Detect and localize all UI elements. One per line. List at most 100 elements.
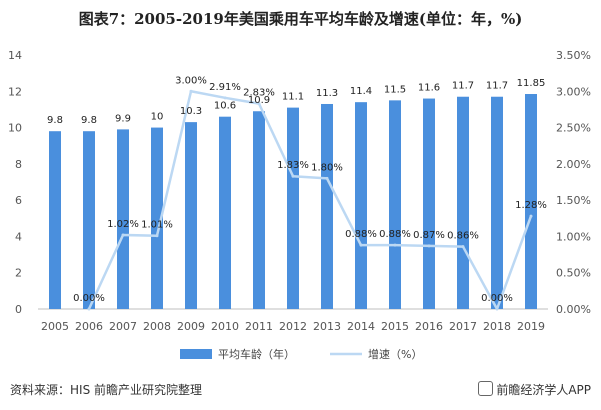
left-axis-tick: 10 [8, 122, 22, 135]
right-axis-tick: 0.50% [556, 267, 591, 280]
line-data-label: 0.86% [447, 231, 479, 242]
bar [117, 129, 129, 309]
line-data-label: 1.28% [515, 200, 547, 211]
x-axis-ticks: 2005 2006 2007 2008 2009 2010 2011 2012 2013 2014… [41, 320, 545, 333]
line-data-label: 0.88% [345, 229, 377, 240]
right-axis-tick: 1.00% [556, 230, 591, 243]
legend-swatch-bar [180, 349, 212, 359]
legend: 平均车龄（年） 增速（%） [180, 347, 422, 361]
line-data-label: 2.91% [209, 82, 241, 93]
x-axis-tick: 2005 [41, 320, 69, 333]
bar [525, 94, 537, 309]
x-axis-tick: 2014 [347, 320, 375, 333]
bar [185, 122, 197, 309]
bar-data-labels: 9.8 9.8 9.9 10 10.3 10.6 10.9 11.1 11.3 11.4 11.5 1… [47, 78, 545, 126]
right-axis-tick: 2.50% [556, 122, 591, 135]
bar-data-label: 11.3 [316, 88, 338, 99]
x-axis-tick: 2019 [517, 320, 545, 333]
right-axis-tick: 2.00% [556, 158, 591, 171]
right-axis-tick: 0.00% [556, 303, 591, 316]
line-data-label: 0.88% [379, 229, 411, 240]
bar-data-label: 11.6 [418, 83, 440, 94]
line-point [529, 214, 533, 218]
left-axis: 0 2 4 6 8 10 12 14 [8, 49, 22, 316]
line-point [155, 234, 159, 238]
chart-title: 图表7：2005-2019年美国乘用车平均车龄及增速(单位：年，%) [78, 10, 523, 28]
bar-data-label: 11.4 [350, 86, 372, 97]
right-axis-tick: 3.00% [556, 85, 591, 98]
x-axis-tick: 2008 [143, 320, 171, 333]
right-axis-tick: 3.50% [556, 49, 591, 62]
left-axis-tick: 8 [15, 158, 22, 171]
brand-text: 前瞻经济学人APP [496, 383, 591, 397]
line-point [189, 89, 193, 93]
line-point [291, 174, 295, 178]
x-axis-tick: 2012 [279, 320, 307, 333]
line-point [427, 244, 431, 248]
line-data-label: 1.83% [277, 160, 309, 171]
line-data-label: 2.83% [243, 88, 275, 99]
line-point [359, 243, 363, 247]
x-axis-tick: 2010 [211, 320, 239, 333]
x-axis-tick: 2009 [177, 320, 205, 333]
bar [83, 131, 95, 309]
bar [49, 131, 61, 309]
bar-data-label: 11.7 [452, 81, 474, 92]
bar [151, 127, 163, 309]
bar-data-label: 9.8 [47, 115, 63, 126]
x-axis-tick: 2011 [245, 320, 273, 333]
bar-data-label: 9.9 [115, 113, 131, 124]
bar-data-label: 11.1 [282, 92, 304, 103]
line-point [87, 307, 91, 311]
x-axis-tick: 2018 [483, 320, 511, 333]
x-axis-tick: 2013 [313, 320, 341, 333]
brand-label: 前瞻经济学人APP [478, 381, 591, 398]
bar-data-label: 10.6 [214, 101, 236, 112]
bar-data-label: 10.9 [248, 95, 270, 106]
line-data-label: 0.00% [481, 293, 513, 304]
line-point [495, 307, 499, 311]
bar [355, 102, 367, 310]
line-data-label: 1.80% [311, 162, 343, 173]
x-axis-tick: 2006 [75, 320, 103, 333]
bar [423, 98, 435, 310]
bar-data-label: 10.3 [180, 106, 202, 117]
line-data-label: 0.00% [73, 293, 105, 304]
right-axis: 0.00% 0.50% 1.00% 1.50% 2.00% 2.50% 3.00% 3.50% [556, 49, 591, 316]
bar-data-label: 11.5 [384, 84, 406, 95]
x-axis-tick: 2007 [109, 320, 137, 333]
line-data-label: 1.01% [141, 220, 173, 231]
line-point [223, 96, 227, 100]
line-point [325, 176, 329, 180]
bar-data-label: 11.7 [486, 81, 508, 92]
line-point [461, 245, 465, 249]
legend-label-bar: 平均车龄（年） [218, 347, 295, 361]
line-series [87, 89, 533, 311]
bar-data-label: 10 [151, 112, 164, 123]
bar-data-label: 11.85 [517, 78, 546, 89]
x-axis-tick: 2015 [381, 320, 409, 333]
line-data-labels: 0.00% 1.02% 1.01% 3.00%2.91%2.83% 1.83% 1.80%… [73, 75, 547, 304]
x-axis-tick: 2016 [415, 320, 443, 333]
line-point [257, 102, 261, 106]
growth-line [87, 90, 533, 311]
line-data-label: 3.00% [175, 75, 207, 86]
left-axis-tick: 4 [15, 230, 22, 243]
left-axis-tick: 14 [8, 49, 22, 62]
legend-label-line: 增速（%） [368, 347, 422, 361]
bar-data-label: 9.8 [81, 115, 97, 126]
bar [219, 116, 231, 309]
left-axis-tick: 6 [15, 194, 22, 207]
line-data-label: 0.87% [413, 230, 445, 241]
source-note: 资料来源：HIS 前瞻产业研究院整理 [10, 383, 202, 397]
bar [287, 107, 299, 309]
right-axis-tick: 1.50% [556, 194, 591, 207]
left-axis-tick: 0 [15, 303, 22, 316]
bar [389, 100, 401, 309]
left-axis-tick: 12 [8, 85, 22, 98]
x-axis-tick: 2017 [449, 320, 477, 333]
line-point [393, 243, 397, 247]
bar [321, 103, 333, 309]
bar-series [49, 94, 537, 310]
